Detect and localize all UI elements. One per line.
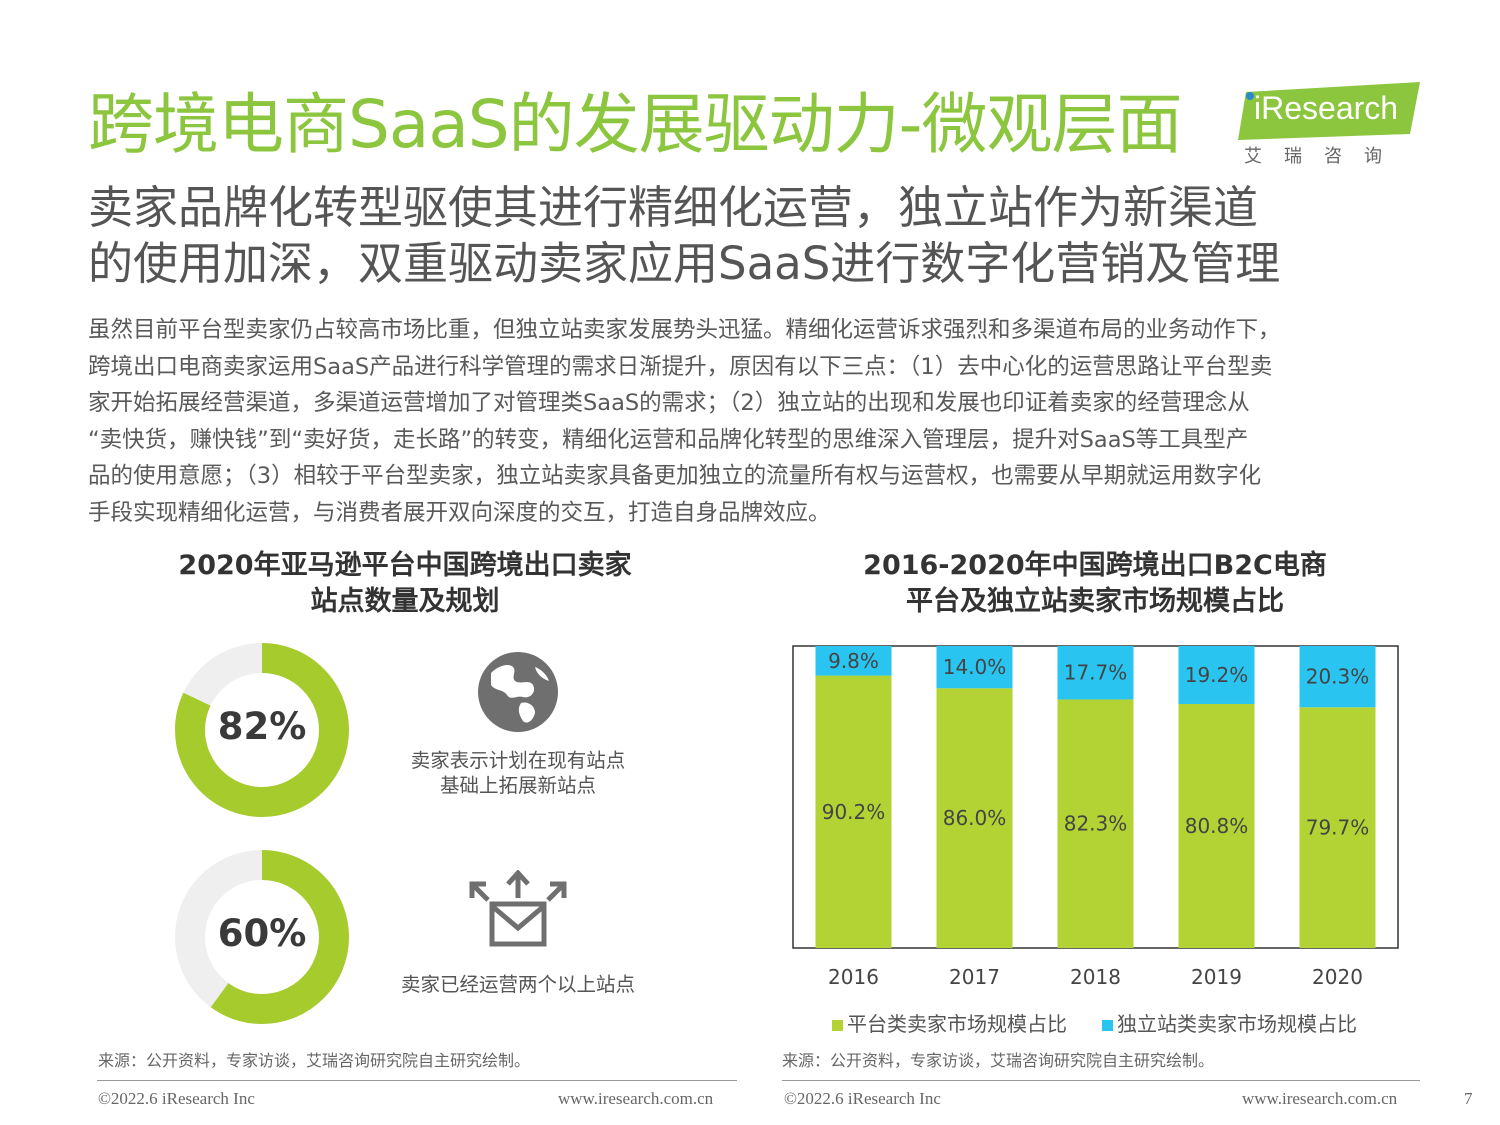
footer-divider-right xyxy=(782,1080,1420,1081)
x-tick-label: 2019 xyxy=(1191,965,1242,989)
left-source-note: 来源：公开资料，专家访谈，艾瑞咨询研究院自主研究绘制。 xyxy=(98,1051,531,1070)
caption-line: 卖家已经运营两个以上站点 xyxy=(400,973,635,996)
bar-segment-platform xyxy=(1299,707,1376,948)
logo-chinese: 艾瑞咨询 xyxy=(1244,146,1404,167)
data-label: 86.0% xyxy=(943,806,1007,830)
legend-swatch xyxy=(1102,1020,1113,1031)
body-line: “卖快货，赚快钱”到“卖好货，走长路”的转变，精细化运营和品牌化转型的思维深入管… xyxy=(88,426,1249,453)
x-tick-label: 2016 xyxy=(828,965,879,989)
body-paragraph: 虽然目前平台型卖家仍占较高市场比重，但独立站卖家发展势头迅猛。精细化运营诉求强烈… xyxy=(88,312,1428,531)
legend-swatch xyxy=(832,1020,843,1031)
data-label: 17.7% xyxy=(1064,661,1128,685)
bar-segment-platform xyxy=(1178,703,1255,948)
right-panel-title-line: 2016-2020年中国跨境出口B2C电商 xyxy=(863,550,1327,581)
page-title: 跨境电商SaaS的发展驱动力-微观层面 xyxy=(88,86,1182,163)
body-line: 品的使用意愿；（3）相较于平台型卖家，独立站卖家具备更加独立的流量所有权与运营权… xyxy=(88,463,1262,489)
left-panel-title-line: 2020年亚马逊平台中国跨境出口卖家 xyxy=(178,550,632,581)
bar-segment-independent xyxy=(815,646,892,676)
bar-segment-platform xyxy=(936,688,1013,948)
legend-item: 独立站类卖家市场规模占比 xyxy=(1102,1008,1357,1037)
donut-chart-1 xyxy=(175,643,349,817)
data-label: 82.3% xyxy=(1064,812,1128,836)
right-source-note: 来源：公开资料，专家访谈，艾瑞咨询研究院自主研究绘制。 xyxy=(782,1051,1215,1070)
iresearch-logo: iResearch 艾瑞咨询 xyxy=(1238,82,1438,172)
bar-segment-independent xyxy=(1299,646,1376,708)
legend-label: 独立站类卖家市场规模占比 xyxy=(1117,1012,1357,1036)
bar-segment-platform xyxy=(815,675,892,948)
body-line: 跨境出口电商卖家运用SaaS产品进行科学管理的需求日渐提升，原因有以下三点：（1… xyxy=(88,353,1273,380)
bar-segment-independent xyxy=(936,646,1013,689)
footer-url-left[interactable]: www.iresearch.com.cn xyxy=(558,1089,714,1108)
page-number: 7 xyxy=(1464,1089,1473,1108)
donut-value-label: 82% xyxy=(217,705,307,748)
right-panel-title: 2016-2020年中国跨境出口B2C电商 平台及独立站卖家市场规模占比 xyxy=(790,548,1400,620)
footer-divider-left xyxy=(97,1080,737,1081)
bar-segment-independent xyxy=(1057,646,1134,700)
donut-arc xyxy=(175,643,349,817)
left-panel-title: 2020年亚马逊平台中国跨境出口卖家 站点数量及规划 xyxy=(110,548,700,620)
data-label: 19.2% xyxy=(1185,663,1249,687)
stacked-bar-chart: 90.2% 9.8% 2016 86.0% 14.0% 2017 82.3% 17.7% 201… xyxy=(792,645,1399,989)
subtitle: 卖家品牌化转型驱使其进行精细化运营，独立站作为新渠道 的使用加深，双重驱动卖家应… xyxy=(88,180,1428,292)
footer-copyright-right: ©2022.6 iResearch Inc xyxy=(784,1089,941,1108)
legend-item: 平台类卖家市场规模占比 xyxy=(832,1008,1067,1037)
data-label: 20.3% xyxy=(1306,665,1370,689)
donut-caption-2: 卖家已经运营两个以上站点 xyxy=(370,972,666,997)
body-line: 手段实现精细化运营，与消费者展开双向深度的交互，打造自身品牌效应。 xyxy=(88,499,831,526)
data-label: 80.8% xyxy=(1185,814,1249,838)
globe-icon xyxy=(478,652,558,732)
donut-chart-2 xyxy=(175,850,349,1024)
data-label: 9.8% xyxy=(828,649,879,673)
left-panel-title-line: 站点数量及规划 xyxy=(310,586,500,617)
footer-url-right[interactable]: www.iresearch.com.cn xyxy=(1242,1089,1398,1108)
footer-copyright-left: ©2022.6 iResearch Inc xyxy=(98,1089,255,1108)
bar-segment-independent xyxy=(1178,646,1255,704)
data-label: 90.2% xyxy=(822,800,886,824)
body-line: 虽然目前平台型卖家仍占较高市场比重，但独立站卖家发展势头迅猛。精细化运营诉求强烈… xyxy=(88,317,1281,343)
body-line: 家开始拓展经营渠道，多渠道运营增加了对管理类SaaS的需求；（2）独立站的出现和… xyxy=(88,390,1250,416)
x-tick-label: 2018 xyxy=(1070,965,1121,989)
x-tick-label: 2020 xyxy=(1312,965,1363,989)
caption-line: 卖家表示计划在现有站点 xyxy=(410,749,626,772)
bar-segment-platform xyxy=(1057,699,1134,948)
x-tick-label: 2017 xyxy=(949,965,1000,989)
caption-line: 基础上拓展新站点 xyxy=(439,774,596,797)
donut-caption-1: 卖家表示计划在现有站点 基础上拓展新站点 xyxy=(370,748,666,798)
donut-value-label: 60% xyxy=(217,912,307,955)
subtitle-line: 的使用加深，双重驱动卖家应用SaaS进行数字化营销及管理 xyxy=(88,237,1281,290)
donut-arc xyxy=(175,850,349,1024)
data-label: 79.7% xyxy=(1306,816,1370,840)
logo-shape xyxy=(1238,82,1420,140)
data-label: 14.0% xyxy=(943,655,1007,679)
logo-wordmark: iResearch xyxy=(1254,90,1399,126)
mail-expand-icon xyxy=(469,870,567,947)
right-panel-title-line: 平台及独立站卖家市场规模占比 xyxy=(906,586,1284,617)
legend-label: 平台类卖家市场规模占比 xyxy=(847,1012,1067,1036)
subtitle-line: 卖家品牌化转型驱使其进行精细化运营，独立站作为新渠道 xyxy=(88,181,1259,234)
